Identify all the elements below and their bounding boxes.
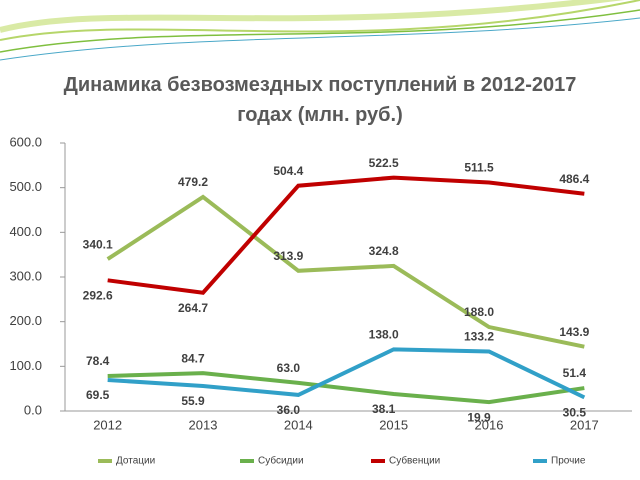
x-tick-label: 2014 [284,417,313,432]
data-label: 313.9 [273,249,303,263]
series-line [107,371,585,405]
legend-label: Субсидии [258,455,304,467]
legend-label: Прочие [551,456,586,467]
data-label: 324.8 [369,244,399,258]
wave [0,17,640,61]
series-line [107,347,586,400]
y-tick-label: 0.0 [24,402,42,417]
x-tick-label: 2017 [570,417,599,432]
y-tick-label: 400.0 [9,224,42,239]
data-label: 188.0 [464,305,494,319]
chart-title: Динамика безвозмездных поступлений в 201… [63,74,577,126]
y-tick-label: 200.0 [9,313,42,328]
data-label: 51.4 [563,366,587,380]
data-label: 30.5 [563,406,587,420]
data-label: 292.6 [83,288,113,302]
x-tick-label: 2012 [93,417,122,432]
data-label: 522.5 [369,156,399,170]
data-label: 133.2 [464,330,494,344]
data-label: 78.4 [86,354,110,368]
data-label: 38.1 [372,402,396,416]
series-line [107,175,585,295]
data-label: 486.4 [559,172,589,186]
data-label: 504.4 [273,164,303,178]
y-tick-label: 100.0 [9,358,42,373]
legend-label: Дотации [116,456,155,467]
data-label: 19.9 [467,410,491,424]
x-tick-label: 2015 [379,417,408,432]
series-line [106,194,585,349]
data-label: 138.0 [369,328,399,342]
data-label: 84.7 [181,351,205,365]
wave [0,9,640,53]
x-tick-label: 2016 [475,417,504,432]
data-label: 143.9 [559,325,589,339]
data-label: 69.5 [86,388,110,402]
data-label: 264.7 [178,301,208,315]
wave [0,0,625,33]
data-label: 511.5 [464,161,494,175]
data-label: 36.0 [277,403,301,417]
data-label: 55.9 [181,394,205,408]
wave [0,0,640,41]
data-label: 63.0 [277,361,301,375]
data-label: 340.1 [83,237,113,251]
legend-label: Субвенции [389,455,440,467]
y-tick-label: 600.0 [9,134,42,149]
y-tick-label: 500.0 [9,179,42,194]
y-tick-label: 300.0 [9,268,42,283]
data-label: 479.2 [178,175,208,189]
x-tick-label: 2013 [189,417,218,432]
decoration [0,0,640,61]
